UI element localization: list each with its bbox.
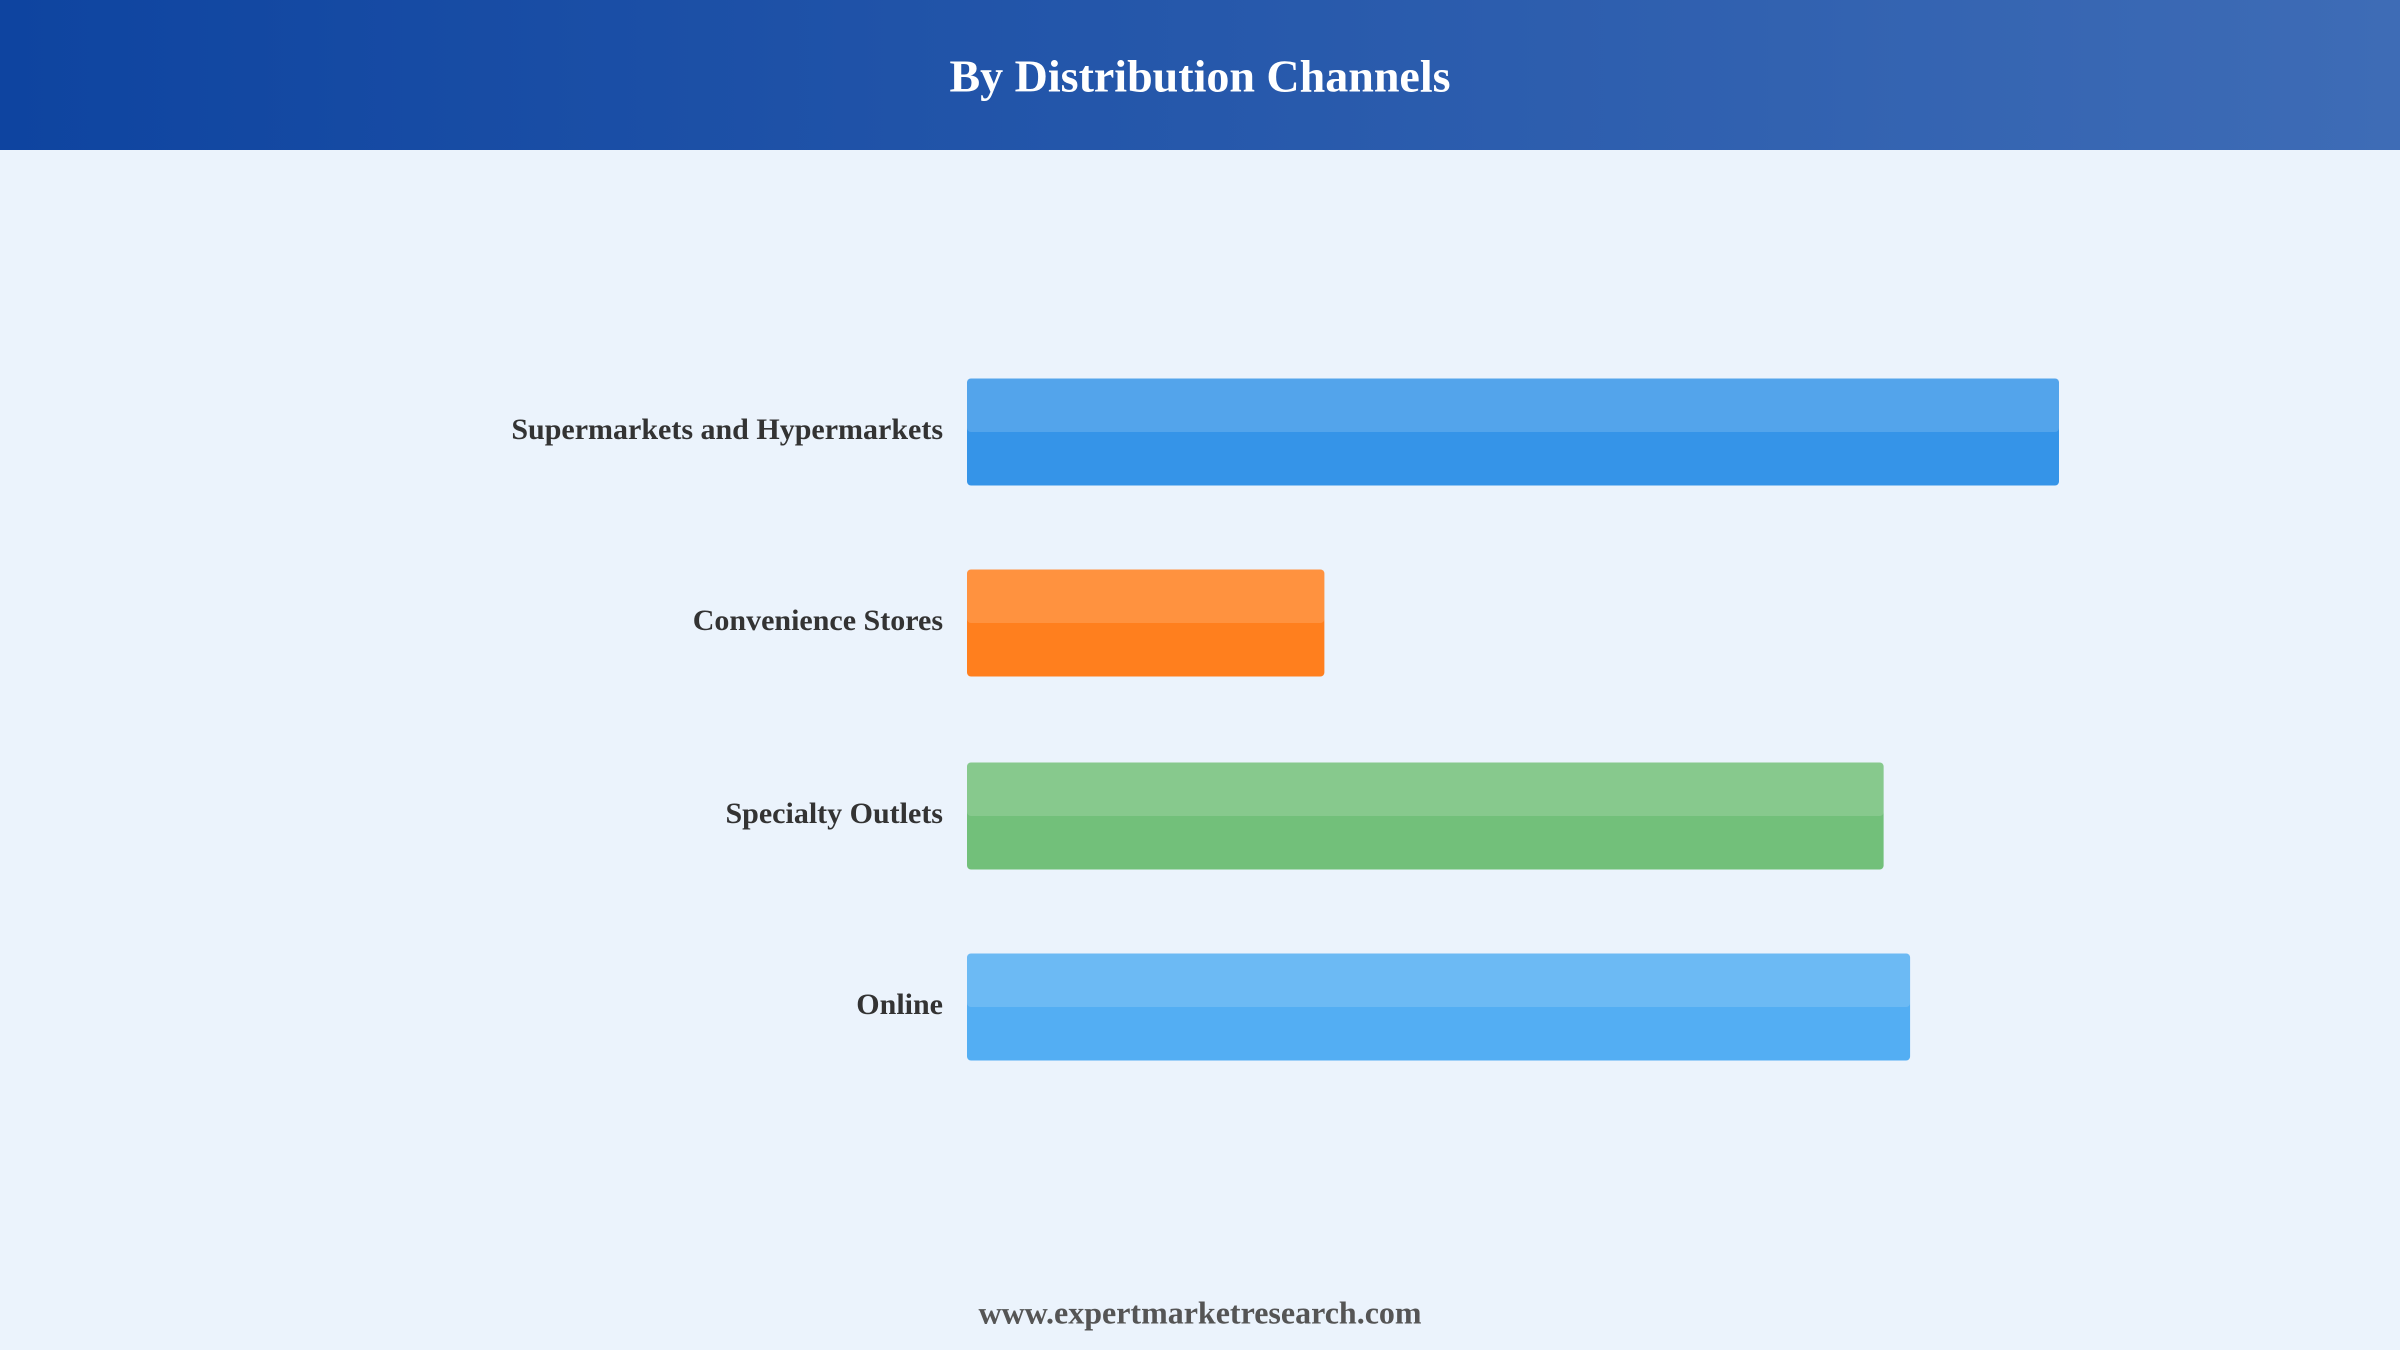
header-bar [0, 0, 2400, 150]
category-label: Convenience Stores [693, 604, 943, 637]
category-label: Online [856, 988, 943, 1021]
chart-title: By Distribution Channels [949, 51, 1450, 102]
source-url: www.expertmarketresearch.com [978, 1294, 1421, 1330]
bar-highlight [967, 762, 1884, 816]
category-label: Supermarkets and Hypermarkets [511, 413, 943, 446]
bar-highlight [967, 378, 2059, 432]
bar-highlight [967, 569, 1325, 623]
bar [967, 378, 2059, 486]
bar [967, 569, 1325, 677]
bar-highlight [967, 953, 1911, 1007]
bar [967, 953, 1911, 1061]
bar [967, 762, 1884, 870]
category-label: Specialty Outlets [726, 797, 944, 830]
